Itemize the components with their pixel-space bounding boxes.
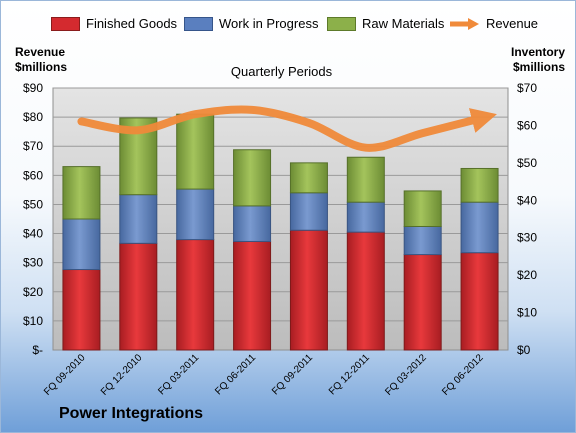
bar-raw-materials [460,167,499,203]
left-tick-label: $80 [23,110,43,124]
right-tick-label: $20 [517,268,537,282]
bar-finished-goods [62,269,101,351]
right-tick-label: $40 [517,193,537,207]
legend-raw-materials: Raw Materials [327,16,444,31]
legend-finished-goods: Finished Goods [51,16,177,31]
left-axis-title-line1: Revenue [15,45,66,59]
revenue-line [77,105,497,152]
category-label: FQ 09-2010 [42,352,88,398]
legend-work-in-progress: Work in Progress [184,16,318,31]
bar-work-in-progress [289,192,328,231]
bar-raw-materials [289,162,328,194]
company-name: Power Integrations [59,405,204,422]
bar-raw-materials [233,149,272,207]
category-label: FQ 06-2012 [440,352,486,398]
right-axis-title-line2: $millions [512,60,565,74]
legend-swatch [184,16,213,31]
bar-raw-materials [62,166,101,220]
bar-raw-materials [176,113,215,190]
legend-label: Revenue [486,16,539,31]
left-tick-label: $50 [23,197,43,211]
bar-work-in-progress [346,201,385,233]
bar-raw-materials [346,156,385,203]
right-axis-title: Inventory $millions [511,45,565,75]
right-tick-label: $70 [517,81,537,95]
bar-work-in-progress [62,218,101,271]
right-tick-label: $30 [517,231,537,245]
bar-finished-goods [119,242,158,351]
category-label: FQ 12-2010 [99,352,145,398]
category-label: FQ 12-2011 [327,352,372,397]
category-label: FQ 03-2011 [156,352,201,397]
bar-finished-goods [176,239,215,351]
legend-label: Work in Progress [219,16,319,31]
category-label: FQ 09-2011 [270,352,315,397]
left-axis-title-line2: $millions [15,60,68,74]
left-tick-label: $40 [23,227,43,241]
bar-finished-goods [233,240,272,351]
legend-swatch [51,16,80,31]
legend-revenue: Revenue [448,16,538,31]
right-axis-title-line1: Inventory [510,45,565,59]
legend-swatch [327,16,356,31]
left-tick-label: $20 [23,285,43,299]
bar-finished-goods [289,229,328,351]
left-axis-title: Revenue $millions [15,45,67,75]
bar-finished-goods [460,252,499,351]
legend-label: Raw Materials [362,16,445,31]
left-tick-label: $10 [23,314,43,328]
category-label: FQ 03-2012 [383,352,429,398]
legend-label: Finished Goods [86,16,178,31]
left-tick-label: $60 [23,168,43,182]
right-tick-label: $60 [517,118,537,132]
bar-work-in-progress [460,201,499,254]
left-tick-label: $90 [23,81,43,95]
chart-subtitle: Quarterly Periods [231,64,333,79]
bar-work-in-progress [119,194,158,244]
bar-raw-materials [403,190,442,227]
left-tick-label: $70 [23,139,43,153]
bar-finished-goods [346,231,385,351]
left-tick-label: $- [32,343,43,357]
bar-finished-goods [403,254,442,351]
right-tick-label: $0 [517,343,531,357]
right-tick-label: $50 [517,156,537,170]
category-label: FQ 06-2011 [213,352,258,397]
right-tick-label: $10 [517,306,537,320]
legend-arrow [450,17,479,30]
left-tick-label: $30 [23,256,43,270]
bar-work-in-progress [233,205,272,242]
bar-work-in-progress [403,225,442,256]
bar-work-in-progress [176,188,215,241]
